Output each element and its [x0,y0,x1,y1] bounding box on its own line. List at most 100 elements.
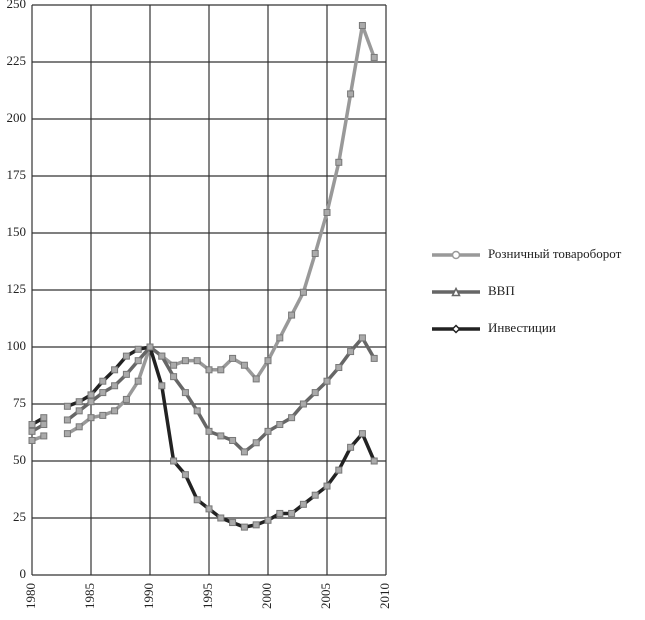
data-point [335,158,343,166]
data-point [217,514,225,522]
data-point [370,354,378,362]
data-point [158,352,166,360]
x-tick-label: 2005 [318,583,333,609]
data-point [134,377,142,385]
x-tick-label: 2010 [377,583,392,609]
data-point [193,407,201,415]
legend-label: Розничный товароборот [488,246,622,261]
data-point [63,416,71,424]
data-point [252,439,260,447]
data-point [311,491,319,499]
data-point [87,414,95,422]
y-tick-label: 150 [7,224,27,239]
data-point [75,398,83,406]
data-point [311,250,319,258]
legend-marker [451,324,461,334]
x-tick-label: 1980 [23,583,38,609]
data-point [240,448,248,456]
data-point [122,395,130,403]
data-point [28,427,36,435]
data-point [217,366,225,374]
data-point [264,357,272,365]
data-point [111,366,119,374]
data-point [323,482,331,490]
data-point [347,348,355,356]
data-point [158,382,166,390]
data-point [181,389,189,397]
data-point [28,436,36,444]
data-point [217,432,225,440]
x-tick-label: 1985 [82,583,97,609]
data-point [264,516,272,524]
data-point [347,90,355,98]
data-point [299,400,307,408]
data-point [252,521,260,529]
data-point [240,361,248,369]
data-point [358,430,366,438]
series-line [31,345,376,529]
data-point [193,357,201,365]
x-tick-label: 2000 [259,583,274,609]
data-point [122,352,130,360]
data-point [146,343,154,351]
data-point [370,457,378,465]
data-point [288,509,296,517]
data-point [347,443,355,451]
y-tick-label: 50 [13,452,26,467]
data-point [311,389,319,397]
data-point [170,373,178,381]
data-point [63,402,71,410]
y-tick-label: 25 [13,509,26,524]
data-point [111,407,119,415]
data-point [370,53,378,61]
legend-marker [451,250,461,260]
data-point [99,411,107,419]
data-point [240,523,248,531]
data-point [99,377,107,385]
data-point [299,288,307,296]
data-point [40,421,48,429]
y-tick-label: 125 [7,281,27,296]
data-point [134,357,142,365]
data-point [229,436,237,444]
data-point [205,366,213,374]
data-point [276,421,284,429]
data-point [229,519,237,527]
data-point [193,496,201,504]
data-point [40,414,48,422]
y-tick-label: 100 [7,338,27,353]
data-point [323,377,331,385]
y-tick-label: 75 [13,395,26,410]
data-point [28,421,36,429]
data-point [335,466,343,474]
data-point [63,430,71,438]
data-point [358,334,366,342]
data-point [75,423,83,431]
data-point [134,345,142,353]
data-point [288,311,296,319]
data-point [276,509,284,517]
data-point [229,354,237,362]
data-point [87,398,95,406]
legend-label: Инвестиции [488,320,556,335]
data-point [111,382,119,390]
data-point [252,375,260,383]
legend-label: ВВП [488,283,515,298]
y-tick-label: 0 [20,566,27,581]
data-point [181,357,189,365]
data-point [205,427,213,435]
data-point [276,334,284,342]
data-point [170,457,178,465]
x-tick-label: 1995 [200,583,215,609]
y-tick-label: 175 [7,167,27,182]
data-point [87,391,95,399]
data-point [99,389,107,397]
y-tick-label: 250 [7,0,27,11]
data-point [170,361,178,369]
data-point [264,427,272,435]
data-point [323,208,331,216]
data-point [358,22,366,30]
data-point [335,364,343,372]
legend-marker [451,286,461,297]
